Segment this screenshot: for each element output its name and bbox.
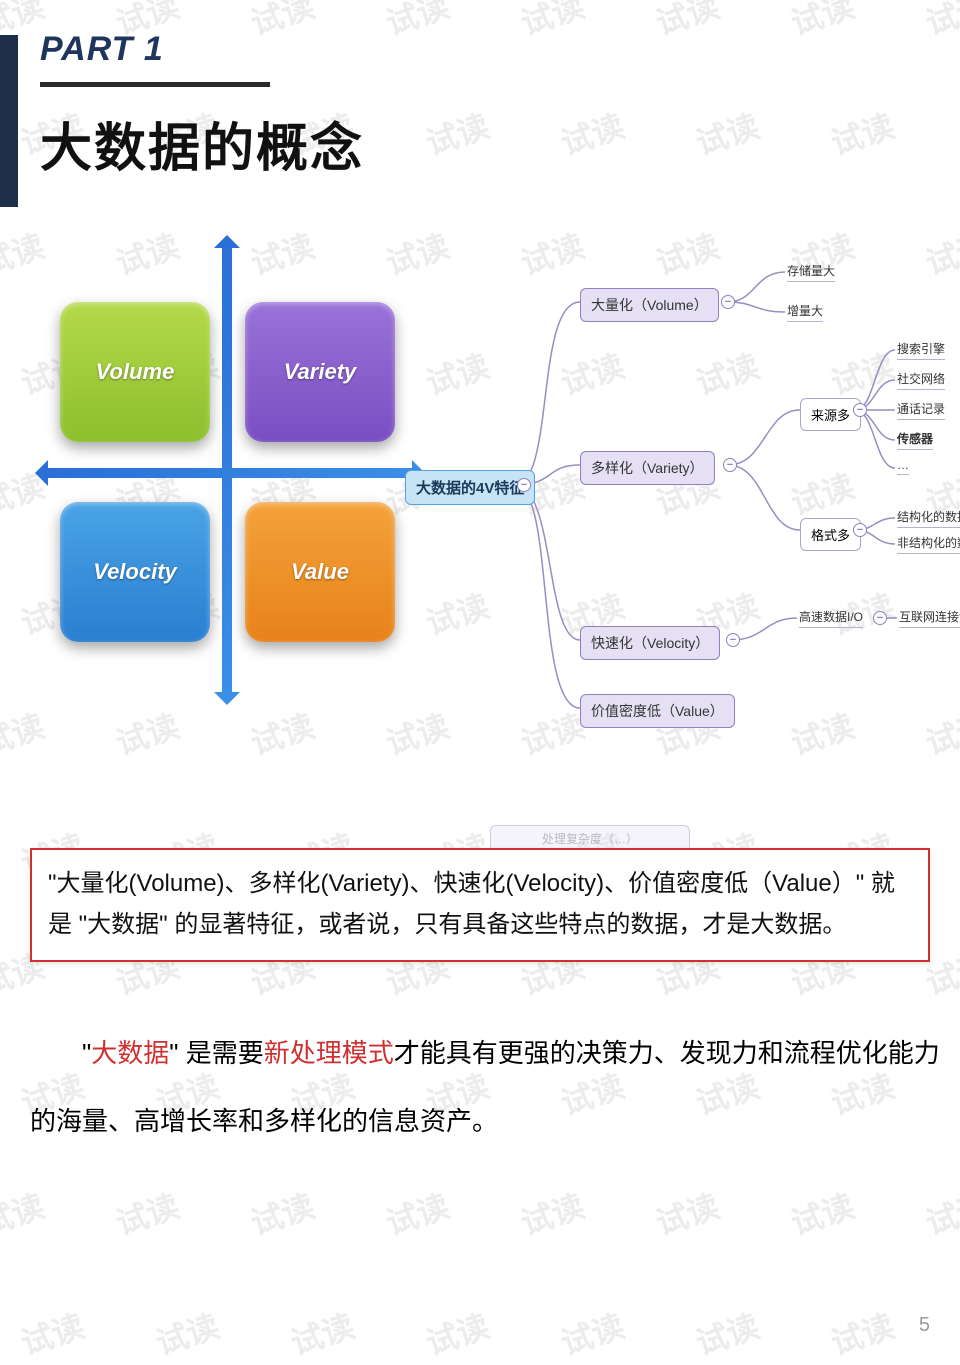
collapse-icon: − [723,458,737,472]
mindmap-leaf: 社交网络 [897,370,945,390]
collapse-icon: − [873,611,887,625]
quadrant-label: Value [291,559,349,585]
mindmap-node-volume: 大量化（Volume） [580,288,719,322]
collapse-icon: − [721,295,735,309]
callout-box: "大量化(Volume)、多样化(Variety)、快速化(Velocity)、… [30,848,930,962]
mindmap-node-velocity: 快速化（Velocity） [580,626,720,660]
highlight-text: 大数据 [91,1038,169,1068]
mindmap-leaf: 增量大 [787,302,823,322]
mindmap-leaf: 存储量大 [787,262,835,282]
page-title: 大数据的概念 [40,106,364,181]
mindmap-node-source: 来源多 [800,398,861,431]
quadrant-label: Velocity [93,559,177,585]
mindmap-leaf: 互联网连接设备数量增长 [899,608,960,628]
highlight-text: 新处理模式 [264,1038,394,1068]
callout-text: "大量化(Volume)、多样化(Variety)、快速化(Velocity)、… [48,870,895,938]
four-v-mindmap: 大数据的4V特征 − 大量化（Volume） − 多样化（Variety） − … [405,240,960,750]
collapse-icon: − [853,403,867,417]
quadrant-box-velocity: Velocity [60,502,210,642]
part-underline [40,82,270,87]
mindmap-root: 大数据的4V特征 [405,470,535,505]
quadrant-box-variety: Variety [245,302,395,442]
mindmap-leaf: 传感器 [897,430,933,450]
mindmap-node-value: 价值密度低（Value） [580,694,735,728]
collapse-icon: − [517,478,531,492]
mindmap-node-format: 格式多 [800,518,861,551]
quadrant-label: Volume [96,359,175,385]
definition-paragraph: "大数据" 是需要新处理模式才能具有更强的决策力、发现力和流程优化能力的海量、高… [30,1020,940,1155]
part-label: PART 1 [40,30,164,69]
collapse-icon: − [726,633,740,647]
quadrant-axis-horizontal [40,468,420,478]
mindmap-node-io: 高速数据I/O [799,608,863,628]
quadrant-box-value: Value [245,502,395,642]
mindmap-leaf: … [897,458,909,475]
quadrant-box-volume: Volume [60,302,210,442]
page-number: 5 [919,1314,930,1337]
collapse-icon: − [853,523,867,537]
mindmap-leaf: 搜索引擎 [897,340,945,360]
left-accent-bar [0,35,18,207]
mindmap-node-variety: 多样化（Variety） [580,451,715,485]
mindmap-leaf: 结构化的数据 [897,508,960,528]
quadrant-label: Variety [284,359,357,385]
mindmap-leaf: 通话记录 [897,400,945,420]
four-v-quadrant: Volume Variety Velocity Value [50,240,410,700]
mindmap-leaf: 非结构化的数据 [897,534,960,554]
